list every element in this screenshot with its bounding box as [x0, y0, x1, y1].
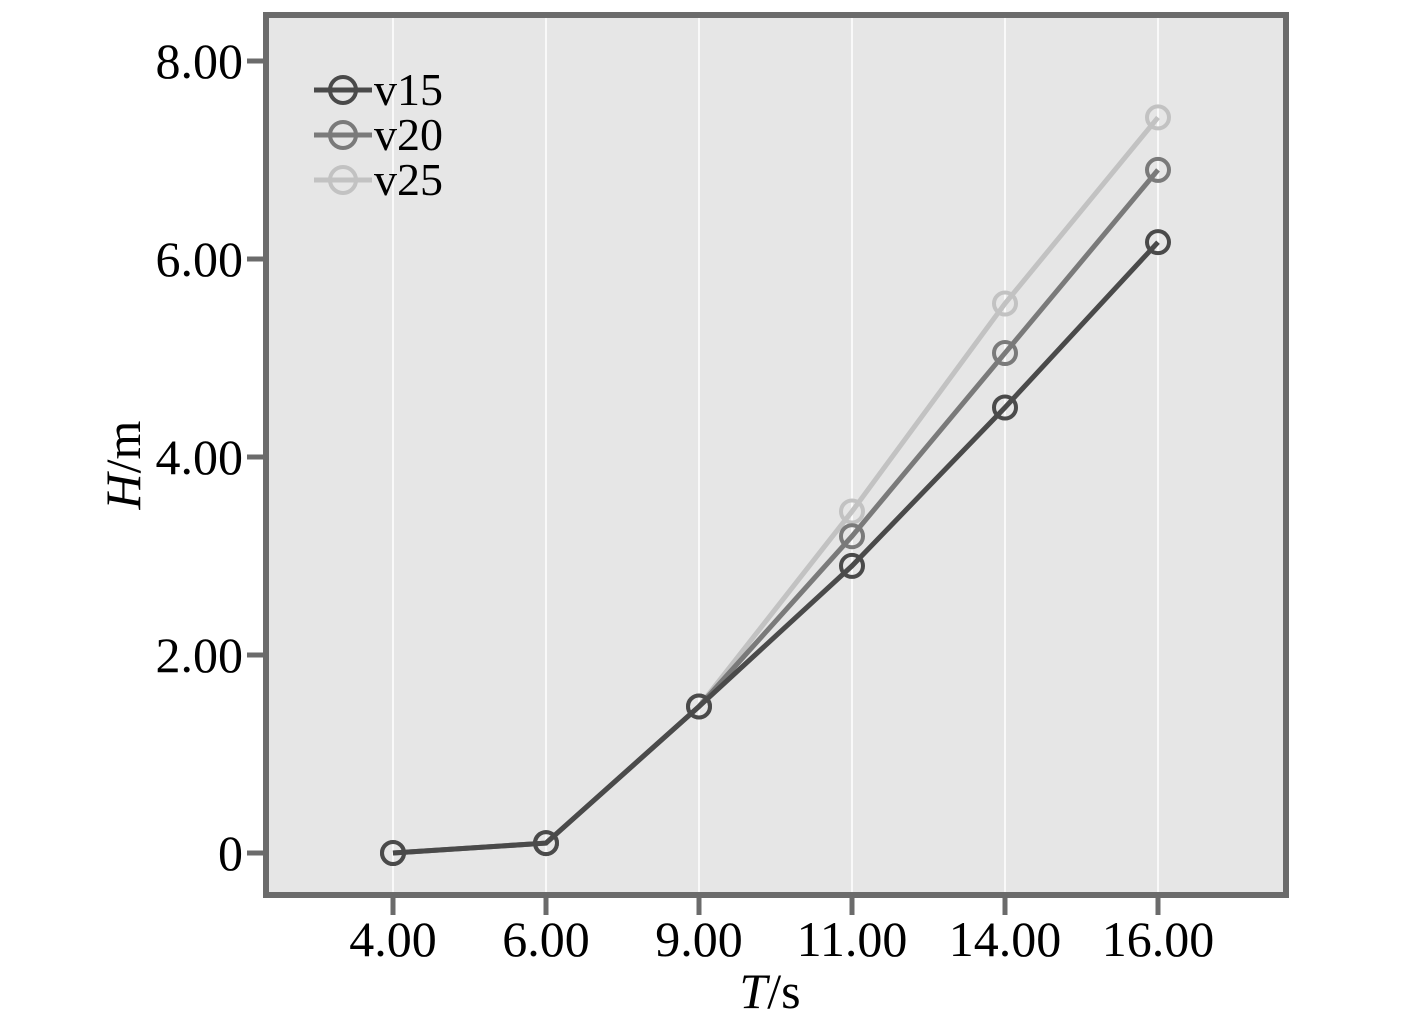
x-axis-title: T/s	[739, 963, 800, 1019]
data-point-v15	[992, 394, 1018, 421]
x-axis: 4.00 6.00 9.00 11.00 14.00 16.00	[349, 895, 1214, 967]
x-tick-label: 9.00	[655, 911, 743, 967]
series-line-v15	[392, 240, 1160, 856]
y-axis-symbol: H	[95, 470, 151, 510]
data-point-v15	[533, 830, 559, 857]
x-axis-symbol: T	[739, 963, 770, 1019]
data-point-v15	[380, 840, 406, 866]
data-point-v15	[1145, 229, 1171, 256]
y-tick-label: 4.00	[156, 429, 244, 485]
data-point-v20	[992, 340, 1018, 367]
x-tick-label: 14.00	[949, 911, 1062, 967]
legend-marker-v15	[328, 75, 358, 105]
legend-label-v25: v25	[374, 154, 443, 205]
data-point-v15	[839, 552, 865, 579]
x-tick-label: 6.00	[502, 911, 590, 967]
gridlines	[392, 18, 1159, 892]
y-axis: 0 2.00 4.00 6.00 8.00	[156, 33, 266, 881]
legend-label-v20: v20	[374, 109, 443, 160]
plot-area	[263, 12, 1289, 898]
y-axis-unit: /m	[95, 420, 151, 473]
y-axis-title: H/m	[95, 420, 151, 510]
x-tick-label: 16.00	[1102, 911, 1215, 967]
data-point-v15	[686, 693, 712, 720]
data-point-v20	[1145, 156, 1171, 183]
legend-item-v25: v25	[314, 154, 443, 205]
series-v15	[380, 229, 1171, 866]
x-tick-label: 11.00	[797, 911, 908, 967]
legend-marker-v25	[328, 165, 358, 195]
y-tick-label: 0	[218, 825, 243, 881]
legend-marker-v20	[328, 120, 358, 150]
data-point-v25	[839, 498, 865, 525]
data-point-v20	[839, 523, 865, 550]
x-axis-unit: /s	[767, 963, 800, 1019]
y-tick-label: 6.00	[156, 231, 244, 287]
legend-item-v20: v20	[314, 109, 443, 160]
legend-item-v15: v15	[314, 64, 443, 115]
y-tick-label: 2.00	[156, 627, 244, 683]
data-point-v25	[992, 290, 1018, 317]
x-tick-label: 4.00	[349, 911, 437, 967]
y-tick-label: 8.00	[156, 33, 244, 89]
data-point-v25	[1145, 104, 1171, 131]
series-layer	[380, 104, 1171, 866]
legend-label-v15: v15	[374, 64, 443, 115]
